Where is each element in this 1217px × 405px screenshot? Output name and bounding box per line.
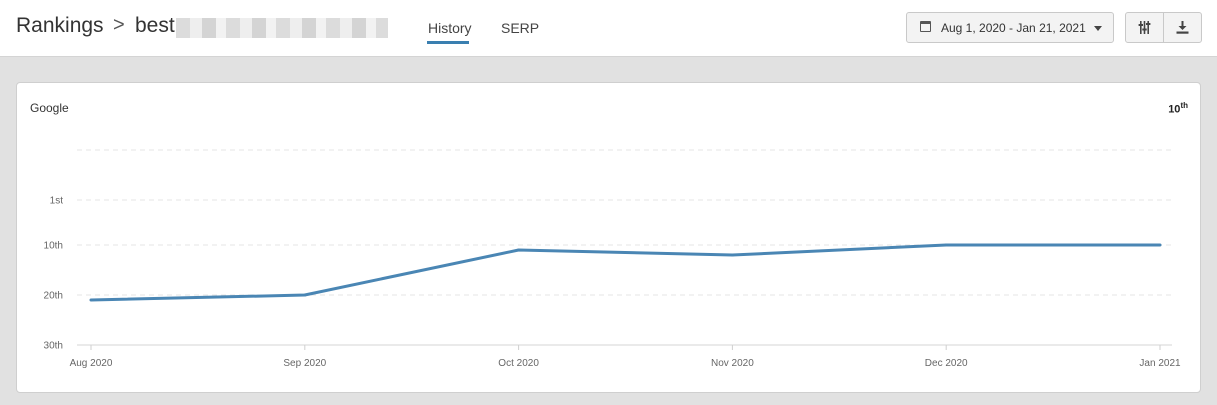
toolbar-button-group — [1125, 12, 1202, 43]
x-tick-label: Oct 2020 — [498, 358, 539, 369]
data-point — [89, 298, 93, 302]
y-tick-label: 20th — [44, 291, 63, 302]
date-range-button[interactable]: Aug 1, 2020 - Jan 21, 2021 — [906, 12, 1114, 43]
keyword-label: best — [135, 14, 175, 37]
series-line — [90, 243, 1160, 302]
tab-history[interactable]: History — [428, 20, 472, 36]
top-bar: Rankings > best History SERP Aug 1, 2020… — [0, 0, 1217, 57]
x-tick-label: Jan 2021 — [1139, 358, 1181, 369]
data-point — [1158, 243, 1162, 247]
y-tick-label: 1st — [50, 196, 64, 207]
download-icon — [1176, 21, 1189, 34]
toolbar-divider — [1163, 13, 1164, 42]
ranking-line-chart: 1st 10th 20th 30th Aug 2020 Sep 2020 Oct 2020 N… — [44, 149, 1181, 369]
x-tick-label: Dec 2020 — [925, 358, 968, 369]
data-point — [517, 248, 521, 252]
chart-settings-button[interactable] — [1126, 13, 1163, 42]
x-tick-label: Sep 2020 — [283, 358, 326, 369]
y-tick-label: 10th — [44, 241, 63, 252]
x-tick-label: Aug 2020 — [70, 358, 113, 369]
rankings-chart-panel: Google 10th 1st 10th 20th 30th Aug 2020 Sep 2… — [16, 82, 1201, 393]
blurred-keyword — [176, 18, 388, 38]
data-point — [944, 243, 948, 247]
search-engine-label: Google — [30, 101, 69, 115]
data-point — [303, 293, 307, 297]
x-tick-label: Nov 2020 — [711, 358, 754, 369]
calendar-icon — [920, 21, 931, 32]
y-tick-label: 30th — [44, 341, 63, 352]
page-title: Rankings — [16, 14, 104, 37]
active-tab-indicator — [427, 41, 469, 44]
date-range-label: Aug 1, 2020 - Jan 21, 2021 — [941, 21, 1086, 35]
download-button[interactable] — [1164, 13, 1201, 42]
data-point — [730, 253, 734, 257]
current-rank: 10th — [1168, 101, 1188, 116]
breadcrumb-separator: > — [113, 14, 125, 36]
sliders-icon — [1138, 21, 1151, 34]
tab-serp[interactable]: SERP — [501, 20, 540, 36]
current-rank-suffix: th — [1180, 101, 1188, 110]
current-rank-value: 10 — [1168, 103, 1181, 116]
chevron-down-icon — [1094, 26, 1102, 31]
